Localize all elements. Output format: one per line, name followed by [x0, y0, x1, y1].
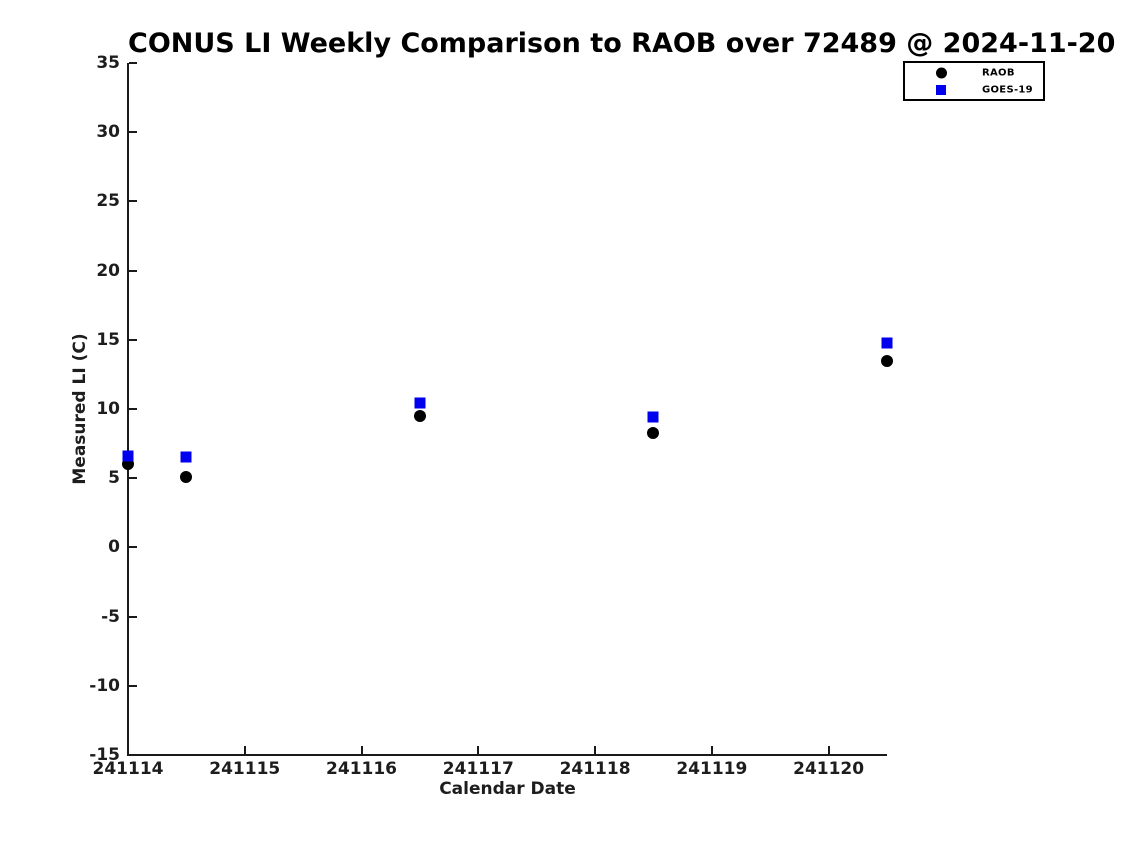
- data-point-goes-19: [881, 337, 893, 349]
- x-tick-label: 241118: [559, 759, 631, 779]
- x-tick-mark: [827, 746, 830, 754]
- x-tick-mark: [710, 746, 713, 754]
- x-tick-label: 241119: [676, 759, 748, 779]
- y-tick-mark: [129, 408, 137, 410]
- x-tick-mark: [594, 746, 597, 754]
- y-tick-mark: [129, 684, 137, 687]
- legend-label-goes-19: GOES-19: [982, 84, 1033, 95]
- x-tick-mark: [127, 746, 129, 754]
- data-point-goes-19: [414, 397, 426, 409]
- y-tick-mark: [129, 477, 137, 480]
- legend: RAOB GOES-19: [903, 61, 1045, 101]
- y-tick-label: 25: [96, 191, 120, 212]
- data-point-raob: [881, 354, 893, 367]
- y-tick-label: 30: [96, 122, 120, 143]
- data-point-goes-19: [647, 411, 659, 423]
- y-tick-mark: [129, 62, 137, 64]
- legend-label-raob: RAOB: [982, 67, 1015, 78]
- y-tick-label: 20: [96, 260, 120, 281]
- x-tick-label: 241114: [92, 759, 164, 779]
- y-tick-label: 0: [108, 537, 120, 558]
- y-tick-mark: [129, 338, 137, 341]
- legend-item-goes-19: GOES-19: [905, 82, 1043, 97]
- y-axis-line: [127, 63, 129, 755]
- x-tick-mark: [360, 746, 363, 754]
- x-tick-label: 241116: [326, 759, 398, 779]
- data-point-raob: [413, 409, 426, 422]
- chart-title: CONUS LI Weekly Comparison to RAOB over …: [128, 28, 1116, 59]
- y-tick-mark: [129, 269, 137, 272]
- data-point-goes-19: [180, 451, 192, 463]
- data-point-goes-19: [122, 450, 134, 462]
- y-tick-label: 5: [108, 468, 120, 489]
- y-tick-mark: [129, 615, 137, 618]
- x-axis-title: Calendar Date: [439, 779, 576, 799]
- goes-19-square-icon: [936, 84, 946, 95]
- y-tick-label: 35: [96, 53, 120, 73]
- y-tick-label: -15: [89, 745, 120, 765]
- x-tick-label: 241120: [793, 759, 865, 779]
- y-tick-mark: [129, 754, 137, 756]
- y-tick-mark: [129, 546, 137, 549]
- y-tick-label: 10: [96, 399, 120, 419]
- data-point-raob: [647, 426, 660, 439]
- y-tick-label: -5: [101, 606, 120, 627]
- data-point-raob: [180, 470, 193, 483]
- x-axis-line: [127, 754, 887, 756]
- x-tick-mark: [477, 746, 480, 754]
- y-tick-label: 15: [96, 329, 120, 350]
- y-tick-mark: [129, 131, 137, 134]
- y-tick-label: -10: [89, 675, 120, 696]
- x-tick-label: 241117: [442, 759, 514, 779]
- x-tick-mark: [243, 746, 246, 754]
- raob-circle-icon: [936, 67, 947, 78]
- legend-item-raob: RAOB: [905, 65, 1043, 80]
- plot-area: 35 30 25 20 15 10 5 0 -5 -10 -15 241114 241115 241116…: [89, 53, 893, 779]
- x-tick-label: 241115: [209, 759, 281, 779]
- y-tick-mark: [129, 200, 137, 203]
